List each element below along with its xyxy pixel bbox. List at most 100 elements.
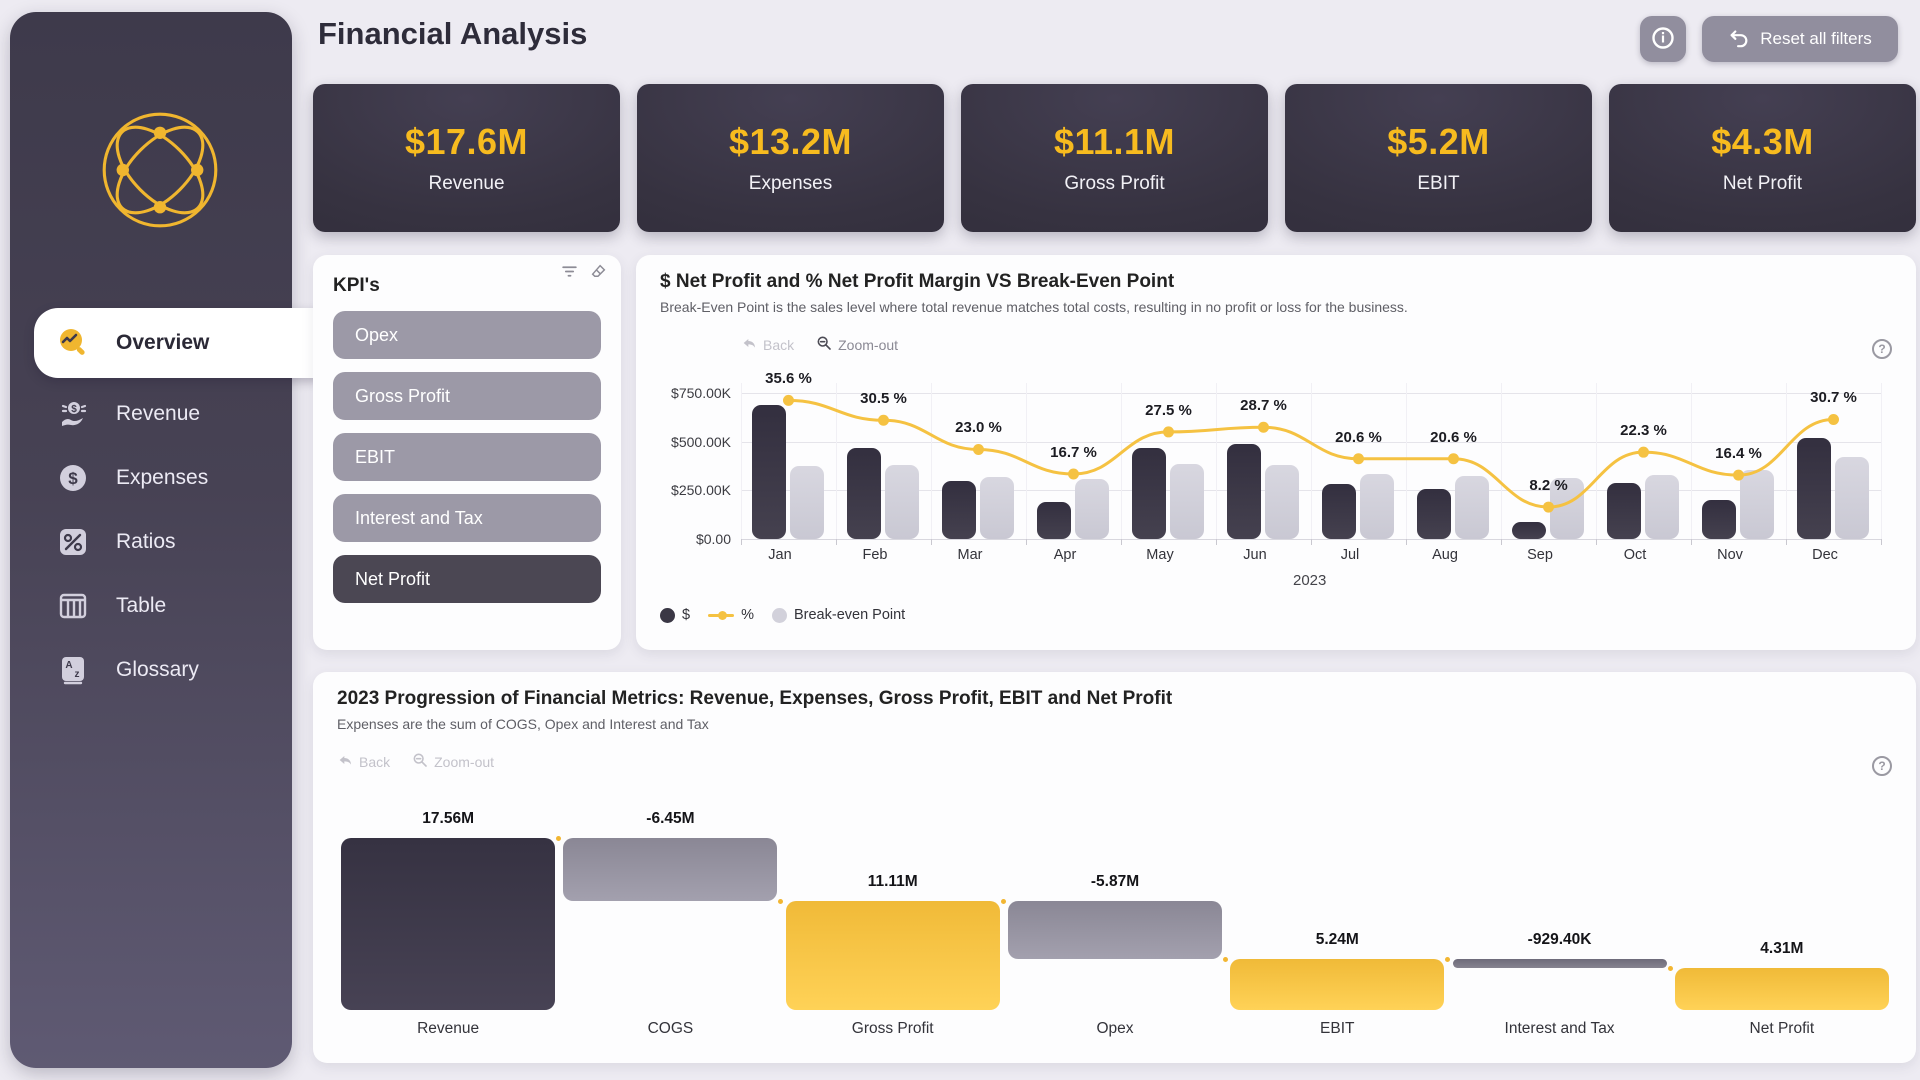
sidebar-item-overview[interactable]: Overview bbox=[34, 308, 358, 378]
waterfall-value-label: 5.24M bbox=[1315, 930, 1359, 948]
waterfall-bar-net-profit[interactable] bbox=[1674, 967, 1889, 1010]
zoom-out-button[interactable]: Zoom-out bbox=[816, 335, 898, 354]
connector-dot bbox=[1667, 965, 1673, 971]
chart1-title: $ Net Profit and % Net Profit Margin VS … bbox=[660, 271, 1175, 292]
category-separator bbox=[1311, 383, 1312, 539]
slicer-option-interest-and-tax[interactable]: Interest and Tax bbox=[333, 494, 601, 542]
slicer-option-opex[interactable]: Opex bbox=[333, 311, 601, 359]
x-axis-title: 2023 bbox=[1293, 572, 1327, 589]
netprofit-bar-aug[interactable] bbox=[1417, 489, 1451, 539]
category-separator bbox=[1691, 383, 1692, 539]
dollar-circle-icon: $ bbox=[56, 461, 90, 495]
sidebar-item-table[interactable]: Table bbox=[34, 578, 292, 634]
waterfall-bar-interest-and-tax[interactable] bbox=[1452, 958, 1667, 968]
x-axis-tick bbox=[836, 539, 837, 545]
eraser-icon[interactable] bbox=[590, 263, 607, 285]
waterfall-bar-cogs[interactable] bbox=[563, 837, 778, 902]
kpi-value: $17.6M bbox=[404, 121, 529, 162]
waterfall-category-label: EBIT bbox=[1320, 1020, 1355, 1037]
slicer-option-net-profit[interactable]: Net Profit bbox=[333, 555, 601, 603]
kpi-label: EBIT bbox=[1417, 173, 1460, 194]
breakeven-bar-jan[interactable] bbox=[790, 466, 824, 539]
zoom-out-button[interactable]: Zoom-out bbox=[412, 752, 494, 771]
netprofit-bar-mar[interactable] bbox=[942, 480, 976, 539]
category-separator bbox=[1216, 383, 1217, 539]
slicer-option-gross-profit[interactable]: Gross Profit bbox=[333, 372, 601, 420]
slicer-options: Opex Gross Profit EBIT Interest and Tax Net … bbox=[333, 311, 601, 616]
question-circle-icon[interactable]: ? bbox=[1872, 756, 1892, 776]
kpi-slicer-panel: KPI's Opex Gross Profit EBIT Interest and T… bbox=[313, 255, 621, 650]
breakeven-bar-mar[interactable] bbox=[980, 476, 1014, 539]
breakeven-bar-may[interactable] bbox=[1170, 464, 1204, 539]
waterfall-category-label: Opex bbox=[1096, 1020, 1134, 1037]
waterfall-value-label: -6.45M bbox=[646, 809, 695, 827]
x-axis-tick bbox=[1216, 539, 1217, 545]
netprofit-bar-nov[interactable] bbox=[1702, 500, 1736, 539]
waterfall-category-label: Net Profit bbox=[1749, 1020, 1815, 1037]
connector-dot bbox=[778, 899, 784, 905]
x-axis-tick bbox=[1121, 539, 1122, 545]
netprofit-bar-oct[interactable] bbox=[1607, 482, 1641, 539]
netprofit-bar-sep[interactable] bbox=[1512, 522, 1546, 539]
breakeven-bar-nov[interactable] bbox=[1740, 469, 1774, 539]
kpi-value: $5.2M bbox=[1387, 121, 1490, 162]
kpi-value: $13.2M bbox=[728, 121, 853, 162]
netprofit-bar-jun[interactable] bbox=[1227, 443, 1261, 539]
breakeven-bar-dec[interactable] bbox=[1835, 457, 1869, 539]
reset-filters-button[interactable]: Reset all filters bbox=[1702, 16, 1898, 62]
legend-item-breakeven[interactable]: Break-even Point bbox=[771, 607, 905, 623]
kpi-label: Gross Profit bbox=[1064, 173, 1165, 194]
x-axis-label: Dec bbox=[1812, 547, 1838, 563]
waterfall-plot: 17.56M Revenue -6.45M COGS 11.11M Gross Profi… bbox=[313, 672, 1916, 1063]
x-axis-label: Jan bbox=[768, 547, 792, 563]
waterfall-bar-ebit[interactable] bbox=[1230, 958, 1445, 1010]
category-separator bbox=[1786, 383, 1787, 539]
breakeven-bar-jun[interactable] bbox=[1265, 465, 1299, 539]
breakeven-bar-jul[interactable] bbox=[1360, 473, 1394, 539]
waterfall-bar-revenue[interactable] bbox=[341, 837, 556, 1010]
waterfall-bar-opex[interactable] bbox=[1008, 901, 1222, 959]
kpi-card-net-profit: $4.3M Net Profit bbox=[1609, 84, 1916, 232]
legend-item-percent[interactable]: % bbox=[708, 607, 754, 623]
sidebar-item-expenses[interactable]: $ Expenses bbox=[34, 450, 292, 506]
revenue-coin-hand-icon: $ bbox=[56, 397, 90, 431]
netprofit-bar-jan[interactable] bbox=[752, 404, 786, 539]
legend-item-dollar[interactable]: $ bbox=[660, 607, 690, 623]
sidebar-item-ratios[interactable]: Ratios bbox=[34, 514, 292, 570]
x-axis-label: Feb bbox=[862, 547, 888, 563]
kpi-card-ebit: $5.2M EBIT bbox=[1285, 84, 1592, 232]
waterfall-chart-card: 2023 Progression of Financial Metrics: R… bbox=[313, 672, 1916, 1063]
zoom-out-magnifier-icon bbox=[816, 335, 832, 354]
netprofit-bar-apr[interactable] bbox=[1037, 502, 1071, 539]
page-title: Financial Analysis bbox=[318, 16, 588, 51]
x-axis-tick bbox=[1691, 539, 1692, 545]
breakeven-bar-apr[interactable] bbox=[1075, 478, 1109, 539]
breakeven-bar-feb[interactable] bbox=[885, 465, 919, 539]
combo-chart-plot: $0.00 $250.00K $500.00K $750.00K Jan Feb Mar Ap… bbox=[636, 255, 1916, 650]
filter-icon[interactable] bbox=[561, 263, 578, 285]
netprofit-bar-may[interactable] bbox=[1132, 448, 1166, 539]
kpi-card-expenses: $13.2M Expenses bbox=[637, 84, 944, 232]
back-button[interactable]: Back bbox=[741, 335, 794, 354]
margin-data-label: 23.0 % bbox=[955, 419, 1002, 437]
sidebar-item-revenue[interactable]: $ Revenue bbox=[34, 386, 292, 442]
info-button[interactable] bbox=[1640, 16, 1686, 62]
waterfall-bar-gross-profit[interactable] bbox=[785, 901, 1000, 1010]
netprofit-bar-jul[interactable] bbox=[1322, 484, 1356, 539]
slicer-option-ebit[interactable]: EBIT bbox=[333, 433, 601, 481]
back-button[interactable]: Back bbox=[337, 752, 390, 771]
kpi-label: Expenses bbox=[748, 173, 833, 194]
waterfall-category-label: Gross Profit bbox=[851, 1020, 934, 1037]
y-axis-tick-label: $0.00 bbox=[695, 531, 731, 547]
breakeven-bar-aug[interactable] bbox=[1455, 475, 1489, 539]
netprofit-bar-dec[interactable] bbox=[1797, 437, 1831, 539]
network-sphere-icon bbox=[98, 108, 222, 232]
svg-text:$: $ bbox=[71, 404, 77, 415]
light-circle-marker bbox=[771, 607, 787, 623]
question-circle-icon[interactable]: ? bbox=[1872, 339, 1892, 359]
sidebar-item-label: Table bbox=[116, 594, 167, 617]
netprofit-bar-feb[interactable] bbox=[847, 447, 881, 539]
breakeven-bar-oct[interactable] bbox=[1645, 474, 1679, 539]
